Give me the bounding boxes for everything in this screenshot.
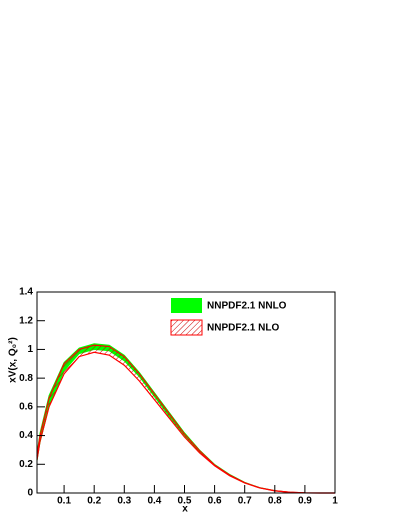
y-tick-label: 0.6: [19, 401, 33, 412]
band-edge: [36, 349, 335, 494]
band-area: [37, 343, 335, 493]
legend-label: NNPDF2.1 NNLO: [207, 301, 287, 312]
legend-swatch: [171, 298, 202, 313]
y-tick-label: 0.4: [19, 430, 33, 441]
y-axis-label: xV(x, Q₀²): [8, 337, 19, 383]
y-tick-label: 1.4: [19, 287, 33, 298]
y-tick-label: 1: [27, 344, 33, 355]
x-tick-label: 0.9: [298, 496, 312, 507]
y-tick-label: 0.8: [19, 373, 33, 384]
x-tick-label: 0.1: [57, 496, 71, 507]
x-tick-label: 0.6: [208, 496, 222, 507]
band-edge: [36, 343, 335, 494]
x-tick-label: 0.2: [87, 496, 101, 507]
y-tick-label: 0: [27, 488, 33, 499]
x-tick-label: 0.4: [147, 496, 161, 507]
x-tick-label: 0.7: [238, 496, 252, 507]
plot-frame: [36, 291, 336, 494]
y-tick-label: 0.2: [19, 459, 33, 470]
band-edge: [36, 351, 335, 494]
legend-label: NNPDF2.1 NLO: [207, 323, 279, 334]
x-tick-label: 0.8: [268, 496, 282, 507]
band-edge: [36, 344, 335, 494]
x-tick-label: 1: [332, 496, 338, 507]
legend-swatch: [170, 319, 203, 336]
y-tick-label: 1.2: [19, 315, 33, 326]
x-axis-label: x: [182, 504, 188, 515]
band-area: [37, 345, 335, 493]
x-tick-label: 0.3: [117, 496, 131, 507]
x-tick-label: 0.5: [178, 496, 192, 507]
